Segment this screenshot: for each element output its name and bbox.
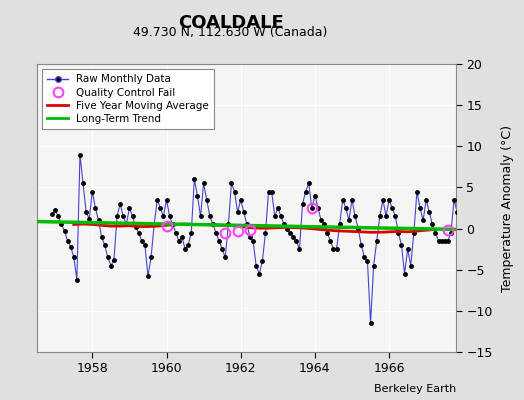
Text: 49.730 N, 112.630 W (Canada): 49.730 N, 112.630 W (Canada): [134, 26, 328, 39]
Legend: Raw Monthly Data, Quality Control Fail, Five Year Moving Average, Long-Term Tren: Raw Monthly Data, Quality Control Fail, …: [42, 69, 214, 129]
Text: Berkeley Earth: Berkeley Earth: [374, 384, 456, 394]
Text: COALDALE: COALDALE: [178, 14, 283, 32]
Y-axis label: Temperature Anomaly (°C): Temperature Anomaly (°C): [501, 124, 514, 292]
